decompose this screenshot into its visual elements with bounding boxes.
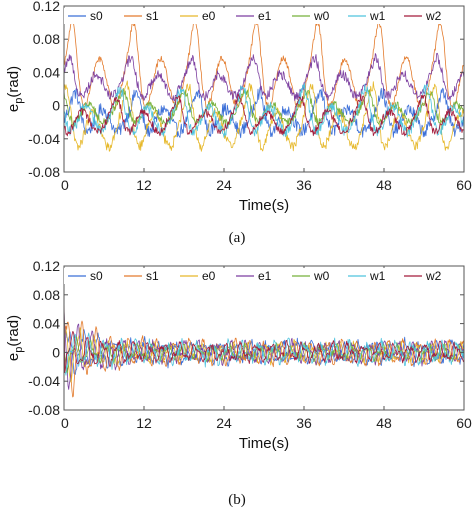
y-tick-label: 0.04 xyxy=(33,316,60,332)
series-line-w0 xyxy=(64,88,464,127)
y-tick-label: -0.08 xyxy=(28,164,60,180)
y-tick-label: 0 xyxy=(52,344,60,360)
legend-label-s1: s1 xyxy=(146,9,159,23)
series-lines xyxy=(64,20,464,152)
chart-panel-a: -0.08 -0.04 0 0.04 0.08 0.12 0 12 24 36 48 60 Time(s… xyxy=(5,0,472,246)
legend-label-w0: w0 xyxy=(313,9,330,23)
plot-area xyxy=(64,266,464,410)
y-tick-label: -0.04 xyxy=(28,131,60,147)
chart-panel-b: -0.08 -0.04 0 0.04 0.08 0.12 0 12 24 36 48 60 Time(s… xyxy=(5,258,472,508)
legend-label-w2: w2 xyxy=(425,269,442,283)
legend-label-w0: w0 xyxy=(313,269,330,283)
series-line-w1 xyxy=(64,298,464,376)
x-tick-label: 60 xyxy=(456,177,472,193)
legend-background xyxy=(64,8,462,24)
legend-label-e1: e1 xyxy=(258,269,272,283)
x-axis-label: Time(s) xyxy=(239,435,289,452)
x-tick-label: 48 xyxy=(376,415,392,431)
series-line-e1 xyxy=(64,52,464,102)
y-axis-label: ep(rad) xyxy=(5,315,25,361)
legend: s0 s1 e0 e1 w0 w1 w2 xyxy=(64,268,462,284)
x-tick-label: 0 xyxy=(61,177,69,193)
x-tick-label: 12 xyxy=(136,415,152,431)
axes-frame xyxy=(63,5,465,173)
panel-caption: (b) xyxy=(228,492,246,508)
x-tick-label: 24 xyxy=(216,415,232,431)
series-lines xyxy=(64,292,464,398)
x-tick-label: 60 xyxy=(456,415,472,431)
y-tick-label: -0.08 xyxy=(28,402,60,418)
y-tick-label: 0.08 xyxy=(33,31,60,47)
series-line-e0 xyxy=(64,80,464,152)
legend-label-e0: e0 xyxy=(202,9,216,23)
series-line-s1 xyxy=(64,20,464,110)
y-tick-label: 0 xyxy=(52,98,60,114)
x-tick-label: 48 xyxy=(376,177,392,193)
x-tick-label: 36 xyxy=(296,177,312,193)
x-tick-label: 24 xyxy=(216,177,232,193)
x-tick-label: 0 xyxy=(61,415,69,431)
series-line-w2 xyxy=(64,93,464,137)
series-line-s1 xyxy=(64,320,464,398)
legend: s0 s1 e0 e1 w0 w1 w2 xyxy=(64,8,462,24)
series-line-w2 xyxy=(64,292,464,373)
y-tick-label: -0.04 xyxy=(28,373,60,389)
legend-label-s0: s0 xyxy=(90,269,103,283)
legend-label-s1: s1 xyxy=(146,269,159,283)
y-axis-label: ep(rad) xyxy=(5,66,25,112)
x-tick-label: 12 xyxy=(136,177,152,193)
legend-label-e0: e0 xyxy=(202,269,216,283)
legend-label-w1: w1 xyxy=(369,269,386,283)
y-tick-label: 0.08 xyxy=(33,287,60,303)
legend-label-s0: s0 xyxy=(90,9,103,23)
legend-label-w1: w1 xyxy=(369,9,386,23)
legend-label-e1: e1 xyxy=(258,9,272,23)
x-tick-label: 36 xyxy=(296,415,312,431)
y-tick-label: 0.12 xyxy=(33,258,60,274)
y-tick-label: 0.12 xyxy=(33,0,60,14)
panel-caption: (a) xyxy=(229,230,246,246)
legend-background xyxy=(64,268,462,284)
x-axis-label: Time(s) xyxy=(239,197,289,214)
y-tick-label: 0.04 xyxy=(33,64,60,80)
axes-frame xyxy=(63,265,465,411)
legend-label-w2: w2 xyxy=(425,9,442,23)
